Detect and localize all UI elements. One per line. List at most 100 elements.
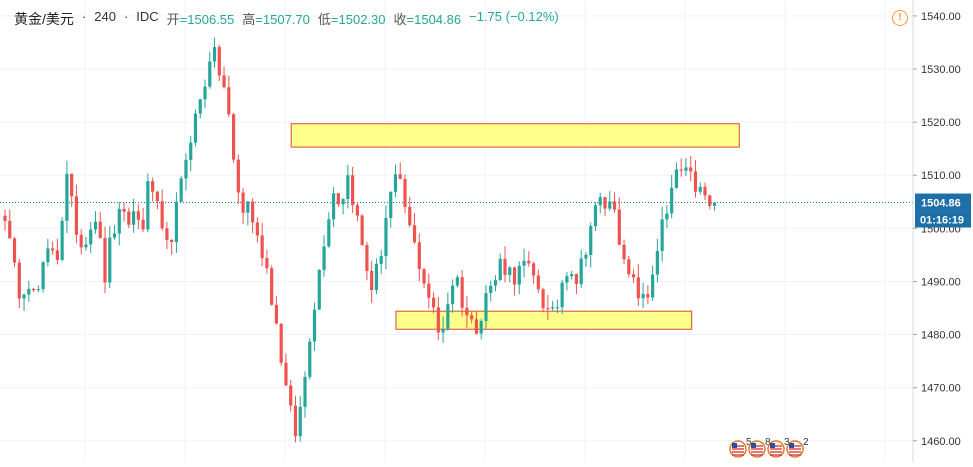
candle-body <box>441 328 445 333</box>
candle-body <box>322 246 326 270</box>
candle-body <box>131 211 136 225</box>
candle-body <box>570 274 574 277</box>
candle-body <box>522 260 526 266</box>
candle-body <box>412 225 417 243</box>
candle-body <box>208 61 212 87</box>
candle-body <box>255 222 259 236</box>
candle-body <box>260 235 264 259</box>
price-axis-bg <box>913 0 973 462</box>
candle-body <box>127 211 131 225</box>
flag-canton <box>770 443 775 448</box>
event-count: 5 <box>746 437 752 448</box>
zones <box>290 123 740 330</box>
candle-body <box>598 197 602 206</box>
candle-body <box>274 304 279 324</box>
interval[interactable]: 240 <box>94 9 116 24</box>
event-marker-1[interactable]: 5 <box>729 437 752 458</box>
candle-body <box>584 254 588 259</box>
candle-body <box>417 242 421 270</box>
candle-body <box>98 221 102 239</box>
candle-body <box>493 280 498 286</box>
event-count: 3 <box>784 437 790 448</box>
support-resistance-zone-2[interactable] <box>395 310 693 330</box>
event-markers[interactable]: 5 8 3 2 <box>729 437 809 458</box>
candle-body <box>579 258 583 285</box>
candle-body <box>593 205 598 227</box>
high-value: 高=1507.70 <box>242 9 310 29</box>
candle-series <box>3 37 717 443</box>
candle-body <box>427 283 431 298</box>
candle-body <box>360 215 364 246</box>
candle-body <box>231 114 236 160</box>
candle-body <box>165 228 169 240</box>
alert-icon[interactable]: ! <box>892 10 908 26</box>
candle-body <box>655 250 659 275</box>
close-value: 收=1504.86 <box>394 9 462 29</box>
candle-body <box>41 262 45 290</box>
high-label: 高 <box>242 12 256 27</box>
candle-body <box>308 341 312 377</box>
support-resistance-zone-1[interactable] <box>290 123 740 148</box>
candle-body <box>384 218 388 257</box>
candle-body <box>446 304 450 329</box>
y-tick-label: 1490.00 <box>921 276 961 288</box>
candle-body <box>31 288 36 291</box>
candle-body <box>189 142 193 160</box>
candle-body <box>108 237 112 283</box>
event-marker-2[interactable]: 8 <box>748 437 771 458</box>
candle-body <box>398 174 402 179</box>
candle-body <box>89 229 93 245</box>
candle-body <box>117 208 121 234</box>
candle-body <box>370 270 374 291</box>
candle-body <box>236 159 240 193</box>
candle-body <box>84 244 88 248</box>
candle-body <box>27 288 31 295</box>
y-tick-label: 1530.00 <box>921 64 961 76</box>
price-axis[interactable]: 1540.001530.001520.001510.001500.001490.… <box>912 0 973 462</box>
candle-body <box>36 289 40 291</box>
candle-body <box>193 113 198 143</box>
candle-body <box>198 99 202 114</box>
candle-body <box>170 239 174 242</box>
separator: · <box>81 9 87 24</box>
candle-body <box>179 178 183 202</box>
candle-body <box>103 238 107 283</box>
event-marker-3[interactable]: 3 <box>767 437 790 458</box>
candle-body <box>608 201 612 209</box>
candle-body <box>503 258 507 275</box>
low-value: 低=1502.30 <box>318 9 386 29</box>
candle-body <box>303 376 307 407</box>
candle-body <box>17 262 21 299</box>
change-value: −1.75 (−0.12%) <box>469 9 559 24</box>
event-marker-4[interactable]: 2 <box>786 437 809 458</box>
symbol-name[interactable]: 黄金/美元 <box>14 11 74 27</box>
close-number: =1504.86 <box>406 12 462 27</box>
candle-body <box>265 258 269 269</box>
candle-body <box>474 319 479 334</box>
candle-body <box>508 267 512 275</box>
candle-body <box>555 307 559 309</box>
candle-body <box>636 277 640 299</box>
candle-body <box>203 86 207 100</box>
candle-body <box>389 191 393 219</box>
candle-body <box>679 169 683 171</box>
candle-body <box>93 221 98 230</box>
candle-body <box>355 205 359 216</box>
candle-body <box>74 196 79 235</box>
candle-body <box>603 197 607 209</box>
close-label: 收 <box>393 12 407 27</box>
candle-body <box>331 193 336 220</box>
candle-body <box>527 260 531 264</box>
flag-canton <box>732 443 737 448</box>
candle-body <box>698 186 702 192</box>
candle-body <box>498 258 502 281</box>
candle-body <box>12 238 17 263</box>
candle-body <box>651 274 655 298</box>
candle-body <box>484 293 488 321</box>
open-number: =1506.55 <box>179 12 235 27</box>
candle-body <box>336 193 340 205</box>
candle-body <box>560 282 564 308</box>
